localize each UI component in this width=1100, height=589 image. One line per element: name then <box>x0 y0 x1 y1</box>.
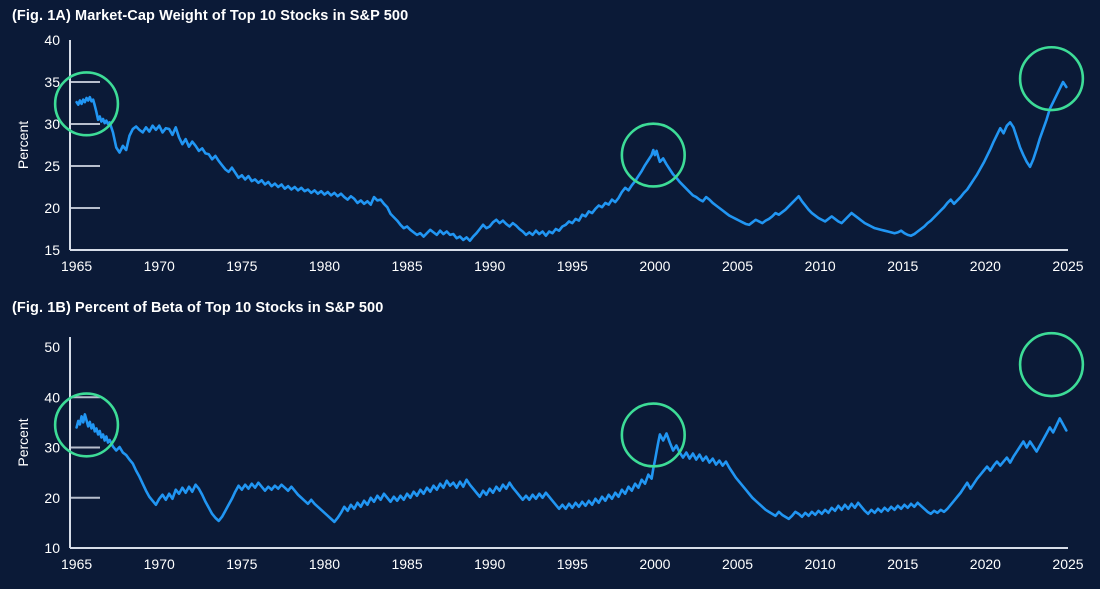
x-tick-label: 1980 <box>309 258 340 274</box>
y-tick-label: 35 <box>44 74 60 90</box>
x-tick-label: 2005 <box>722 258 753 274</box>
highlight-circle-2 <box>620 122 686 188</box>
y-tick-label: 40 <box>44 32 60 48</box>
x-tick-label: 2025 <box>1052 258 1083 274</box>
figure-panel-1b: (Fig. 1B) Percent of Beta of Top 10 Stoc… <box>0 292 1100 589</box>
highlight-circle-1 <box>53 71 120 137</box>
x-tick-label: 2000 <box>639 258 670 274</box>
x-tick-label: 2015 <box>887 556 918 572</box>
y-tick-label: 25 <box>44 158 60 174</box>
x-tick-label: 2025 <box>1052 556 1083 572</box>
x-tick-label: 2015 <box>887 258 918 274</box>
x-tick-label: 1995 <box>557 258 588 274</box>
highlight-circle-3 <box>1018 45 1085 112</box>
x-tick-label: 1970 <box>144 556 175 572</box>
highlight-circle-1 <box>53 392 120 458</box>
y-axis-title: Percent <box>15 121 31 169</box>
y-axis-title: Percent <box>15 418 31 466</box>
x-tick-label: 2000 <box>639 556 670 572</box>
x-tick-label: 1985 <box>391 556 422 572</box>
x-tick-label: 1990 <box>474 258 505 274</box>
x-tick-label: 1975 <box>226 258 257 274</box>
y-tick-label: 40 <box>44 389 60 405</box>
y-tick-label: 10 <box>44 540 60 556</box>
x-tick-label: 2010 <box>805 258 836 274</box>
highlight-circle-3 <box>1018 331 1085 398</box>
x-tick-label: 1990 <box>474 556 505 572</box>
figure-1a-title: (Fig. 1A) Market-Cap Weight of Top 10 St… <box>12 8 409 24</box>
x-tick-label: 2020 <box>970 258 1001 274</box>
x-tick-label: 1995 <box>557 556 588 572</box>
data-series-line <box>75 413 1068 524</box>
data-series-line <box>75 80 1068 243</box>
x-tick-label: 1985 <box>391 258 422 274</box>
figure-1b-chart: 10 20 30 40 50 Percent 1965 1970 1975 1980 1985 199… <box>15 331 1085 572</box>
x-tick-label: 1965 <box>61 258 92 274</box>
figure-panel-1a: (Fig. 1A) Market-Cap Weight of Top 10 St… <box>0 0 1100 292</box>
x-tick-label: 1980 <box>309 556 340 572</box>
x-tick-label: 2010 <box>805 556 836 572</box>
x-tick-label: 1965 <box>61 556 92 572</box>
y-tick-label: 15 <box>44 242 60 258</box>
figure-1b-title: (Fig. 1B) Percent of Beta of Top 10 Stoc… <box>12 300 384 316</box>
highlight-circle-2 <box>620 402 686 468</box>
x-tick-label: 1975 <box>226 556 257 572</box>
y-tick-label: 20 <box>44 490 60 506</box>
x-tick-label: 1970 <box>144 258 175 274</box>
y-tick-label: 30 <box>44 440 60 456</box>
x-tick-label: 2005 <box>722 556 753 572</box>
x-tick-label: 2020 <box>970 556 1001 572</box>
y-tick-label: 20 <box>44 200 60 216</box>
y-tick-label: 50 <box>44 339 60 355</box>
y-tick-label: 30 <box>44 116 60 132</box>
